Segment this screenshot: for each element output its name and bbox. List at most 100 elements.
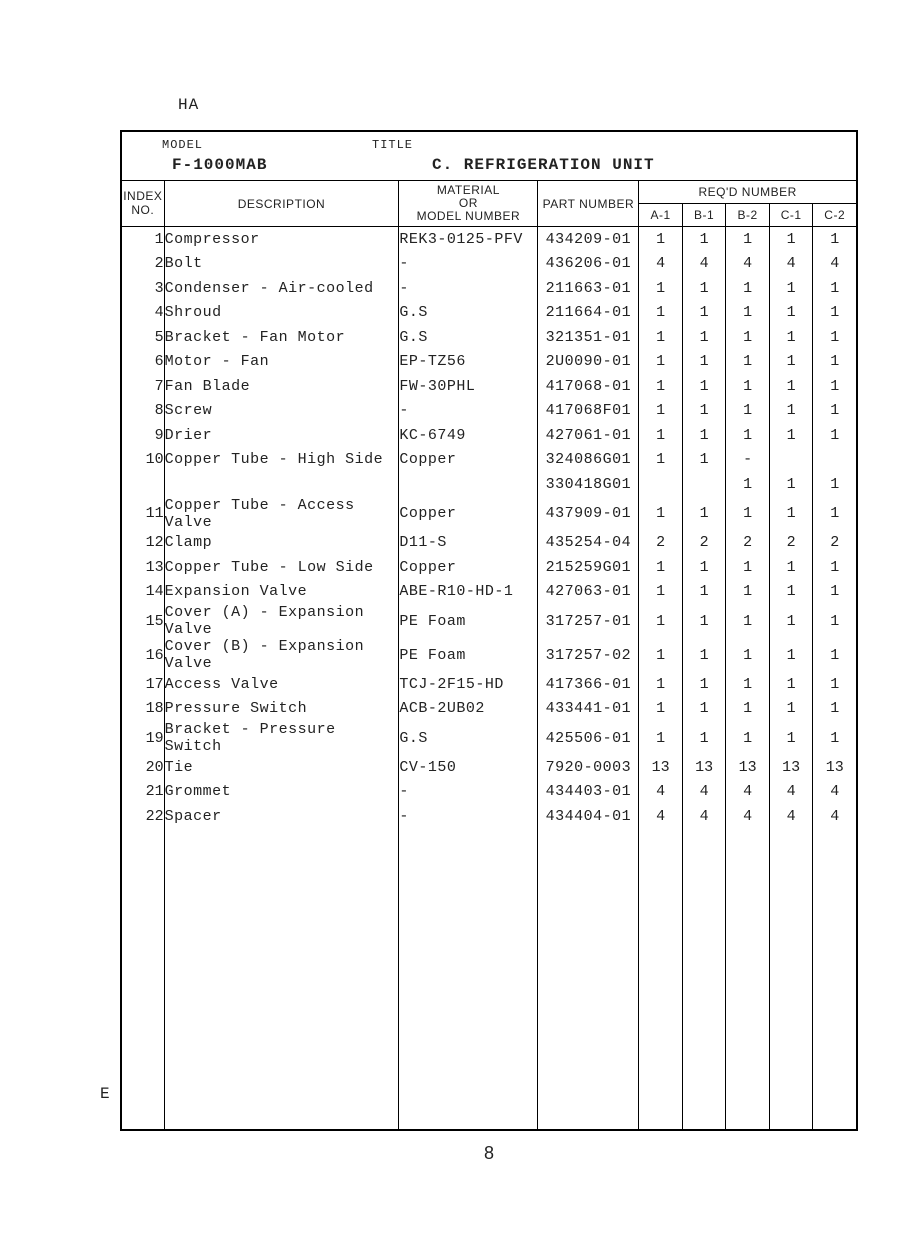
table-row: 18Pressure SwitchACB-2UB02433441-0111111 [122,697,856,722]
cell-index: 19 [122,721,164,755]
cell-part-number: 427061-01 [538,423,639,448]
cell-material: TCJ-2F15-HD [399,672,538,697]
table-row: 3Condenser - Air-cooled-211663-0111111 [122,276,856,301]
cell-qty: 1 [769,227,813,252]
table-row: 5Bracket - Fan MotorG.S321351-0111111 [122,325,856,350]
cell-qty [682,472,726,497]
cell-index: 20 [122,755,164,780]
cell-index: 5 [122,325,164,350]
table-row-empty [122,829,856,1129]
table-row: 6Motor - FanEP-TZ562U0090-0111111 [122,350,856,375]
cell-index: 1 [122,227,164,252]
parts-table-head: INDEX NO. DESCRIPTION MATERIAL OR MODEL … [122,181,856,227]
col-description: DESCRIPTION [164,181,399,227]
cell-empty [682,829,726,1129]
cell-qty: 1 [813,276,856,301]
cell-part-number: 433441-01 [538,697,639,722]
table-row: 4ShroudG.S211664-0111111 [122,301,856,326]
table-row: 16Cover (B) - Expansion ValvePE Foam3172… [122,638,856,672]
cell-description: Cover (A) - Expansion Valve [164,604,399,638]
cell-part-number: 437909-01 [538,497,639,531]
cell-qty: 1 [813,497,856,531]
cell-qty: 4 [682,252,726,277]
cell-material: KC-6749 [399,423,538,448]
cell-description: Fan Blade [164,374,399,399]
cell-qty: 1 [682,374,726,399]
cell-part-number: 317257-01 [538,604,639,638]
model-label: MODEL [122,138,372,152]
cell-part-number: 211664-01 [538,301,639,326]
cell-empty [122,829,164,1129]
cell-qty: 1 [813,227,856,252]
cell-part-number: 434404-01 [538,804,639,829]
cell-empty [769,829,813,1129]
cell-qty: - [726,448,770,473]
cell-index: 7 [122,374,164,399]
cell-qty: 4 [726,252,770,277]
cell-qty: 2 [813,531,856,556]
cell-index: 2 [122,252,164,277]
cell-index: 9 [122,423,164,448]
cell-qty: 1 [769,399,813,424]
cell-description: Expansion Valve [164,580,399,605]
cell-qty: 1 [813,301,856,326]
cell-material: G.S [399,721,538,755]
cell-description: Copper Tube - Access Valve [164,497,399,531]
cell-qty: 1 [639,325,683,350]
cell-qty: 13 [769,755,813,780]
cell-qty: 1 [769,697,813,722]
cell-description: Compressor [164,227,399,252]
cell-qty: 4 [726,780,770,805]
cell-index: 8 [122,399,164,424]
cell-qty: 1 [726,638,770,672]
title-label: TITLE [372,138,413,152]
cell-empty [639,829,683,1129]
cell-qty: 1 [769,604,813,638]
cell-index: 11 [122,497,164,531]
cell-qty: 1 [726,350,770,375]
cell-qty: 1 [769,672,813,697]
cell-material: Copper [399,497,538,531]
cell-qty: 1 [726,276,770,301]
cell-qty: 1 [813,580,856,605]
table-row: 330418G01111 [122,472,856,497]
cell-qty: 4 [769,780,813,805]
cell-part-number: 425506-01 [538,721,639,755]
cell-qty: 1 [639,448,683,473]
cell-qty: 1 [769,423,813,448]
cell-qty: 1 [813,472,856,497]
cell-qty: 1 [813,423,856,448]
cell-part-number: 417366-01 [538,672,639,697]
cell-qty: 1 [682,580,726,605]
cell-qty: 1 [769,276,813,301]
cell-qty: 1 [682,423,726,448]
cell-material: Copper [399,448,538,473]
table-row: 8Screw-417068F0111111 [122,399,856,424]
parts-table-frame: MODEL TITLE F-1000MAB C. REFRIGERATION U… [120,130,858,1131]
cell-part-number: 215259G01 [538,555,639,580]
cell-qty: 1 [639,350,683,375]
cell-material: CV-150 [399,755,538,780]
cell-description: Motor - Fan [164,350,399,375]
cell-description: Bracket - Pressure Switch [164,721,399,755]
cell-qty: 1 [682,697,726,722]
cell-qty [769,448,813,473]
cell-qty: 4 [813,804,856,829]
cell-qty: 13 [813,755,856,780]
cell-qty: 1 [769,580,813,605]
cell-qty: 1 [726,697,770,722]
cell-qty: 1 [682,448,726,473]
cell-qty: 1 [639,555,683,580]
cell-qty: 1 [639,638,683,672]
cell-part-number: 321351-01 [538,325,639,350]
cell-qty: 4 [639,780,683,805]
cell-qty: 1 [726,672,770,697]
parts-table-body: 1CompressorREK3-0125-PFV434209-01111112B… [122,227,856,1129]
cell-material [399,472,538,497]
cell-qty: 4 [813,780,856,805]
cell-qty: 1 [726,580,770,605]
cell-qty: 1 [769,325,813,350]
cell-description: Condenser - Air-cooled [164,276,399,301]
cell-qty: 1 [813,374,856,399]
cell-index: 12 [122,531,164,556]
